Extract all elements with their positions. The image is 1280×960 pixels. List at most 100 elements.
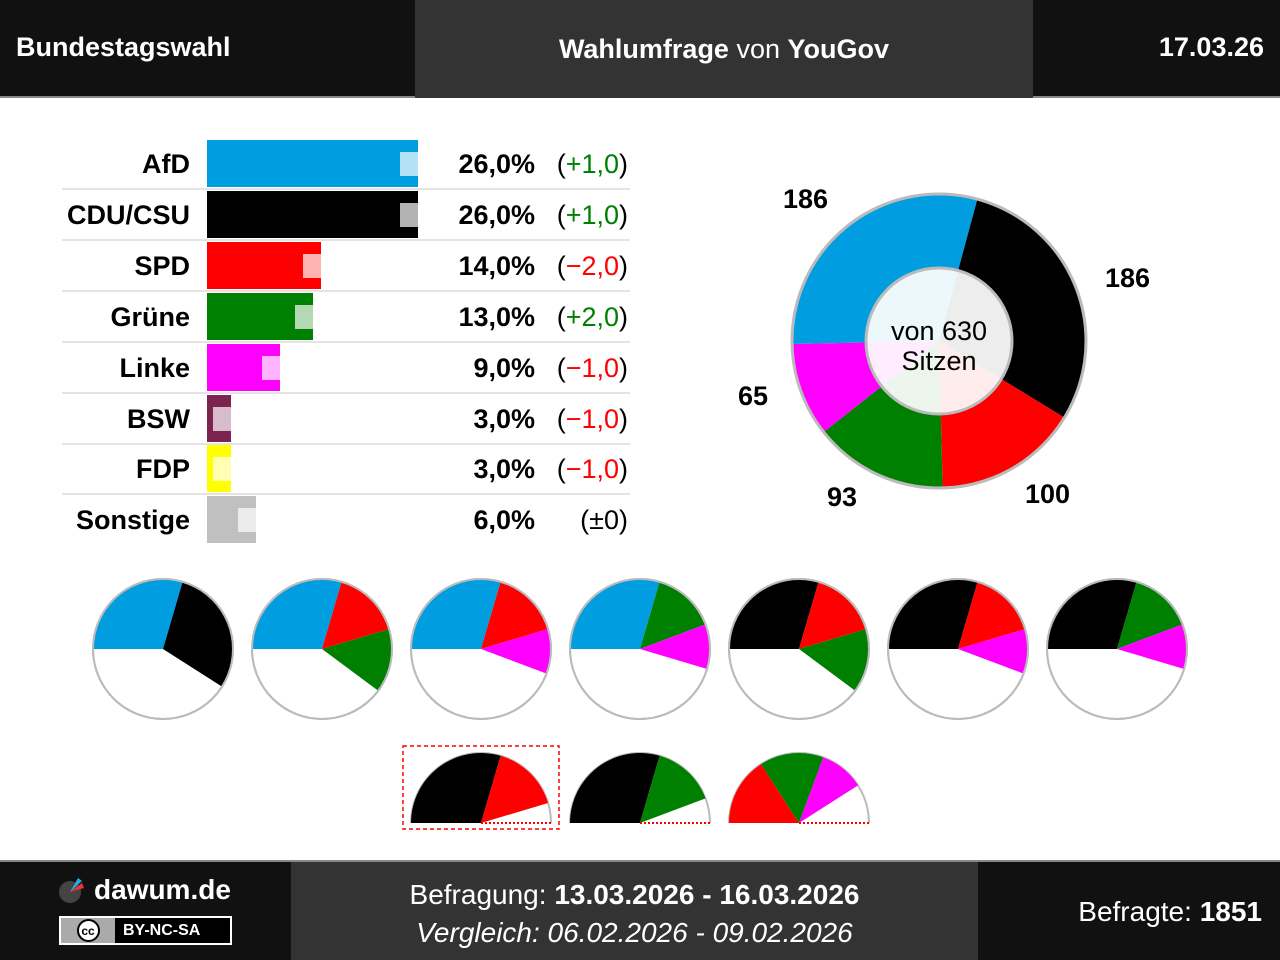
comparison-marker [213, 406, 250, 431]
coalition-slice [411, 753, 501, 823]
party-label: AfD [142, 149, 190, 179]
seat-count-afd: 186 [783, 184, 829, 214]
comparison-marker [262, 355, 299, 380]
coalition-slice [481, 581, 549, 649]
change-label: (−1,0) [556, 403, 628, 434]
donut-outline [790, 192, 1088, 490]
party-label: SPD [134, 250, 190, 281]
coalition-pie-outline[interactable] [569, 578, 711, 720]
seat-count-linke: 65 [738, 381, 769, 411]
coalition-slice [888, 579, 978, 649]
percent-label: 9,0% [473, 352, 535, 383]
change-label: (+1,0) [556, 199, 628, 230]
title-b: von [736, 33, 781, 64]
coalition-pie-outline[interactable] [92, 578, 234, 720]
bar-row: CDU/CSU 26,0% (+1,0) [62, 190, 630, 241]
license-badge[interactable]: cc BY-NC-SA [59, 916, 232, 945]
coalition-slice [799, 581, 867, 649]
comparison-marker [294, 304, 331, 329]
bar-row: BSW 3,0% (−1,0) [62, 394, 630, 445]
percent-label: 6,0% [473, 505, 535, 536]
change-value: ±0 [589, 505, 619, 536]
pie-logo-icon [59, 878, 84, 903]
dawum-logo[interactable]: dawum.de [58, 874, 231, 906]
bar-row: Linke 9,0% (−1,0) [62, 343, 630, 394]
coalition-slice [1117, 581, 1183, 649]
title-c: YouGov [787, 33, 890, 64]
respondents-value: 1851 [1199, 896, 1262, 927]
coalition-slice [481, 629, 551, 674]
donut-hole [864, 266, 1014, 416]
coalition-slice [252, 578, 342, 649]
party-label: FDP [136, 454, 190, 485]
change-value: −1,0 [565, 352, 619, 383]
license-text: BY-NC-SA [123, 921, 201, 939]
coalition-pie-outline[interactable] [410, 578, 552, 720]
coalition-slice [958, 629, 1028, 674]
change-label: (−1,0) [556, 352, 628, 383]
party-label: CDU/CSU [66, 199, 190, 230]
coalition-slice [322, 629, 393, 691]
change-value: −1,0 [565, 403, 619, 434]
coalition-highlight[interactable] [402, 745, 560, 830]
coalition-slice [799, 629, 869, 691]
comparison-marker [302, 253, 339, 278]
coalition-slice [163, 581, 234, 687]
change-label: (−1,0) [556, 454, 628, 485]
change-value: −2,0 [565, 250, 619, 281]
percent-label: 3,0% [473, 403, 535, 434]
bar [207, 140, 419, 187]
bar-row: AfD 26,0% (+1,0) [62, 139, 630, 190]
header: Bundestagswahl Wahlumfrage von YouGov 17… [0, 0, 1280, 98]
coalition-slice [1047, 578, 1137, 649]
respondents-label: Befragte: [1078, 896, 1192, 927]
bar [207, 241, 321, 289]
bar-row: Grüne 13,0% (+2,0) [62, 292, 630, 343]
coalition-slice [799, 757, 858, 823]
change-label: (−2,0) [556, 250, 628, 281]
header-date: 17.03.26 [1158, 32, 1264, 62]
percent-label: 14,0% [458, 250, 535, 281]
party-label: Sonstige [75, 505, 190, 536]
change-value: +2,0 [565, 301, 619, 332]
header-left: Bundestagswahl [16, 32, 231, 62]
coalition-slice [1117, 624, 1188, 669]
footer: dawum.de cc BY-NC-SA Befragung: 13.03.202… [0, 860, 1280, 960]
comparison-marker [400, 152, 437, 176]
party-label: Linke [119, 352, 190, 383]
survey-dates: 13.03.2026 - 16.03.2026 [554, 879, 860, 910]
coalition-pie-outline[interactable] [887, 578, 1029, 720]
header-title: Wahlumfrage von YouGov [415, 0, 1033, 98]
coalition-slice [761, 753, 824, 823]
title-a: Wahlumfrage [558, 33, 729, 64]
bar-row: FDP 3,0% (−1,0) [62, 444, 630, 496]
survey-label: Befragung: [409, 879, 547, 910]
change-label: (+1,0) [556, 149, 628, 179]
coalition-slice [640, 581, 706, 649]
seat-total: von 630 Sitzen [890, 316, 988, 376]
coalition-pie-outline[interactable] [251, 578, 393, 720]
coalition-slice [570, 753, 660, 823]
coalition-slice [958, 581, 1026, 649]
percent-label: 26,0% [458, 149, 535, 179]
seat-count-spd: 100 [1025, 479, 1071, 509]
cc-icon: cc [76, 919, 100, 942]
change-label: (±0) [580, 505, 628, 536]
coalition-slice [322, 581, 390, 649]
percent-label: 26,0% [458, 199, 535, 230]
respondents: Befragte: 1851 [1078, 896, 1262, 928]
percent-label: 3,0% [473, 454, 535, 485]
comparison-marker [400, 202, 437, 227]
bar-row: Sonstige 6,0% (±0) [62, 495, 630, 546]
seat-count-cdu: 186 [1105, 263, 1151, 293]
coalition-slice [729, 764, 799, 823]
survey-info: Befragung: 13.03.2026 - 16.03.2026 Vergl… [291, 862, 978, 960]
change-value: +1,0 [565, 199, 619, 230]
change-value: −1,0 [565, 454, 619, 485]
coalition-slice [481, 755, 549, 823]
seat-count-gruene: 93 [827, 482, 858, 512]
coalition-slice [93, 578, 183, 649]
coalition-pie-outline[interactable] [1046, 578, 1188, 720]
bar [207, 190, 419, 238]
coalition-pie-outline[interactable] [728, 578, 870, 720]
